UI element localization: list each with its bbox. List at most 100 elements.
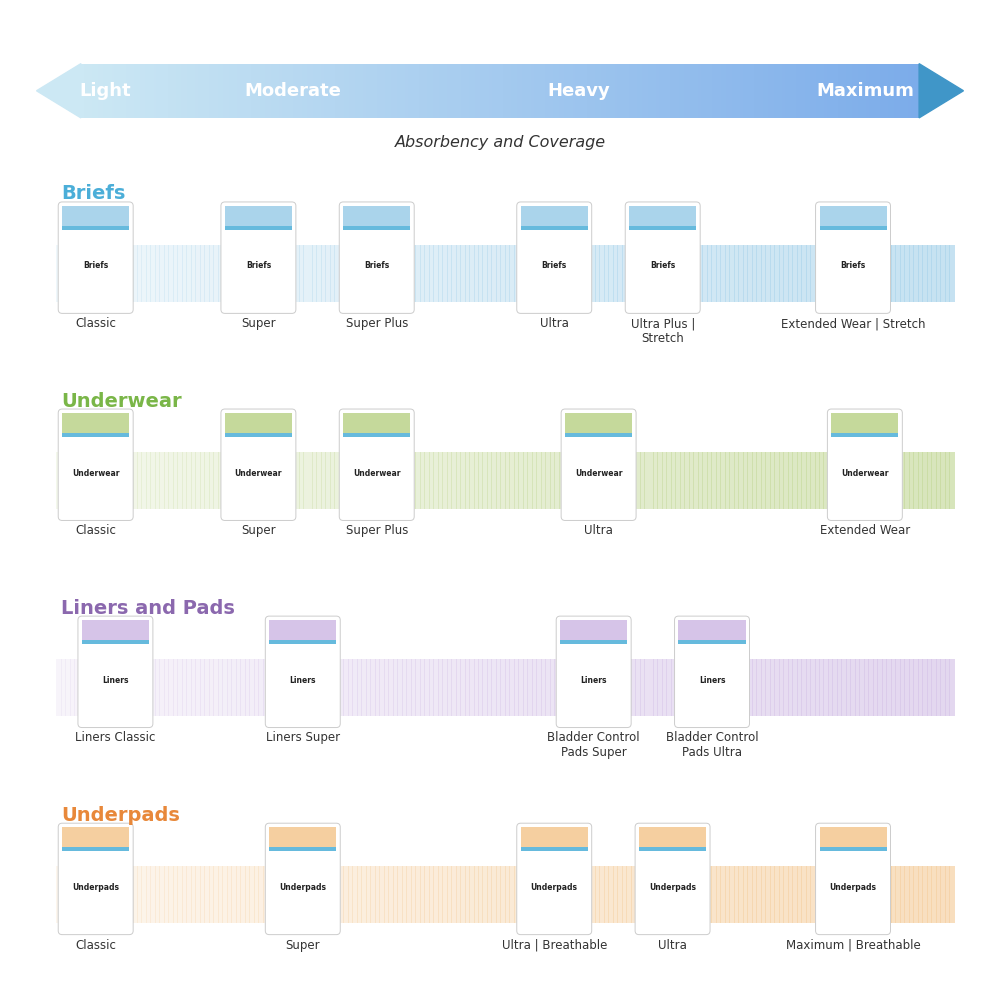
Bar — [841, 245, 847, 302]
Bar — [536, 866, 542, 923]
Bar — [361, 866, 367, 923]
Bar — [379, 245, 385, 302]
Bar — [931, 245, 937, 302]
Bar — [711, 452, 717, 509]
Bar — [272, 659, 277, 716]
Bar — [640, 452, 645, 509]
Bar — [334, 866, 340, 923]
Bar — [145, 64, 149, 118]
Bar — [150, 245, 156, 302]
Bar — [285, 245, 291, 302]
Bar — [905, 64, 909, 118]
Bar — [343, 433, 410, 437]
Bar — [70, 866, 75, 923]
Bar — [330, 245, 335, 302]
Bar — [575, 64, 579, 118]
Bar — [788, 452, 793, 509]
Bar — [801, 452, 807, 509]
Bar — [429, 659, 434, 716]
Bar — [422, 64, 426, 118]
Bar — [98, 64, 101, 118]
Bar — [272, 866, 277, 923]
Bar — [126, 64, 129, 118]
Bar — [218, 866, 223, 923]
Bar — [355, 64, 358, 118]
Text: Liners: Liners — [580, 676, 607, 685]
Bar — [831, 413, 898, 433]
Bar — [140, 64, 143, 118]
Bar — [370, 452, 376, 509]
Bar — [806, 245, 811, 302]
FancyBboxPatch shape — [221, 202, 296, 313]
Bar — [895, 452, 901, 509]
Bar — [873, 245, 878, 302]
Bar — [142, 64, 146, 118]
Bar — [631, 64, 635, 118]
Bar — [74, 245, 80, 302]
Bar — [276, 866, 282, 923]
Bar — [819, 64, 822, 118]
Bar — [92, 866, 98, 923]
Bar — [281, 659, 286, 716]
Bar — [729, 452, 735, 509]
Bar — [873, 866, 878, 923]
Bar — [698, 659, 703, 716]
Bar — [779, 866, 784, 923]
Bar — [523, 452, 528, 509]
Bar — [622, 245, 627, 302]
Bar — [380, 64, 384, 118]
Bar — [155, 659, 160, 716]
Bar — [281, 452, 286, 509]
Bar — [792, 452, 798, 509]
Bar — [377, 64, 381, 118]
Bar — [732, 64, 736, 118]
Bar — [402, 245, 407, 302]
Bar — [486, 64, 490, 118]
Bar — [761, 659, 766, 716]
Bar — [56, 452, 62, 509]
Bar — [460, 659, 466, 716]
Bar — [258, 452, 264, 509]
Bar — [187, 64, 191, 118]
Bar — [852, 64, 856, 118]
Bar — [765, 245, 771, 302]
Bar — [626, 245, 632, 302]
Bar — [204, 452, 210, 509]
Bar — [797, 245, 802, 302]
Bar — [868, 452, 874, 509]
Bar — [882, 245, 887, 302]
Bar — [838, 64, 842, 118]
Bar — [509, 452, 515, 509]
Bar — [656, 64, 660, 118]
Bar — [846, 245, 851, 302]
Bar — [411, 245, 416, 302]
Bar — [532, 866, 537, 923]
Bar — [447, 866, 452, 923]
Bar — [698, 866, 703, 923]
Bar — [846, 64, 850, 118]
Bar — [451, 452, 457, 509]
Bar — [599, 245, 605, 302]
Bar — [137, 866, 142, 923]
Bar — [511, 64, 515, 118]
Bar — [164, 245, 169, 302]
Bar — [343, 226, 410, 230]
Bar — [308, 659, 313, 716]
Bar — [384, 452, 389, 509]
Bar — [285, 659, 291, 716]
Bar — [133, 245, 138, 302]
Bar — [651, 64, 655, 118]
Bar — [316, 245, 322, 302]
Bar — [689, 866, 694, 923]
Bar — [361, 659, 367, 716]
Bar — [83, 866, 89, 923]
Bar — [821, 64, 825, 118]
Bar — [747, 659, 753, 716]
Bar — [909, 245, 914, 302]
Bar — [819, 452, 824, 509]
Bar — [631, 245, 636, 302]
Bar — [940, 245, 946, 302]
Bar — [712, 64, 716, 118]
Bar — [258, 659, 264, 716]
Bar — [844, 64, 847, 118]
